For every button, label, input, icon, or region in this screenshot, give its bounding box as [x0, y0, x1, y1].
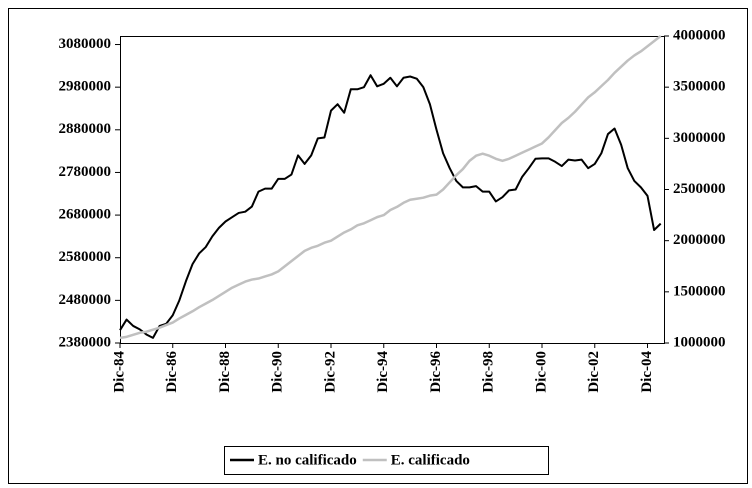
x-tick-label: Dic-04	[639, 351, 655, 393]
y2-tick-label: 2500000	[673, 181, 726, 197]
y-tick-label: 2580000	[59, 249, 112, 265]
x-tick-label: Dic-90	[270, 351, 286, 393]
y2-tick-label: 2000000	[673, 232, 726, 248]
plot-area	[120, 36, 665, 344]
legend-label: E. no calificado	[258, 452, 357, 468]
y-tick-label: 2980000	[59, 79, 112, 95]
x-tick-label: Dic-92	[322, 351, 338, 393]
y2-tick-label: 4000000	[673, 27, 726, 43]
x-tick-label: Dic-02	[586, 351, 602, 393]
y-tick-label: 2480000	[59, 292, 112, 308]
x-tick-label: Dic-94	[375, 351, 391, 393]
y-tick-label: 2380000	[59, 334, 112, 350]
y2-tick-label: 3000000	[673, 130, 726, 146]
y2-tick-label: 3500000	[673, 79, 726, 95]
x-tick-label: Dic-86	[164, 351, 180, 393]
x-tick-label: Dic-98	[481, 351, 497, 393]
y-tick-label: 2780000	[59, 164, 112, 180]
x-tick-label: Dic-88	[217, 351, 233, 393]
x-tick-label: Dic-84	[111, 351, 127, 393]
series-line	[119, 35, 662, 340]
legend: E. no calificado E. calificado	[224, 446, 549, 475]
series-line	[119, 74, 662, 339]
x-tick-label: Dic-96	[428, 351, 444, 393]
y-tick-label: 3080000	[59, 36, 112, 52]
y2-tick-label: 1500000	[673, 283, 726, 299]
y-tick-label: 2680000	[59, 207, 112, 223]
y-tick-label: 2880000	[59, 121, 112, 137]
x-tick-label: Dic-00	[533, 351, 549, 393]
legend-label: E. calificado	[391, 452, 470, 468]
y2-tick-label: 1000000	[673, 334, 726, 350]
